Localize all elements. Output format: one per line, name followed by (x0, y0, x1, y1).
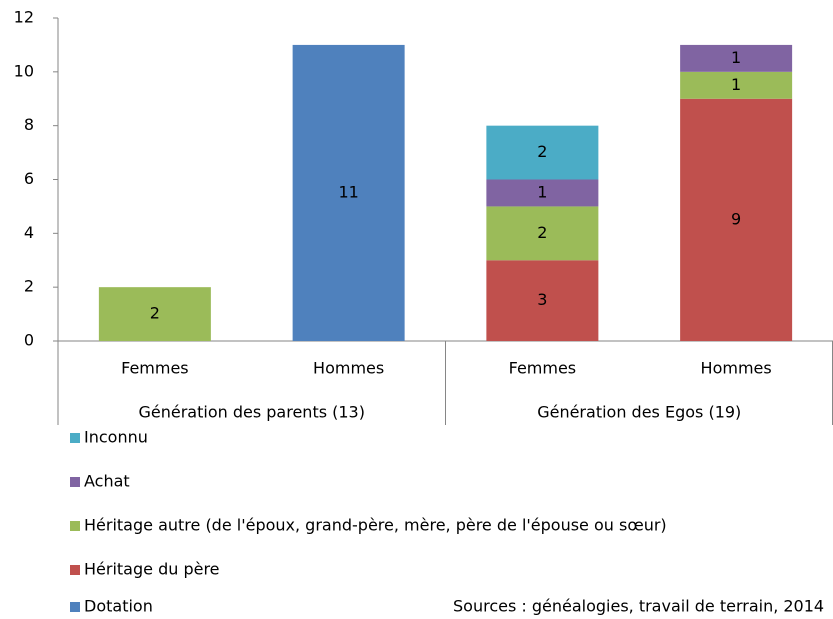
legend-swatch (70, 477, 80, 487)
bar-segment (486, 179, 599, 207)
data-label: 11 (338, 182, 358, 201)
bar-segment (680, 71, 793, 99)
x-tick-label: Femmes (509, 359, 577, 378)
y-tick-label: 10 (14, 61, 34, 80)
y-tick-label: 4 (24, 223, 34, 242)
y-tick-label: 0 (24, 331, 34, 350)
data-label: 9 (731, 209, 741, 228)
y-tick-label: 6 (24, 169, 34, 188)
y-tick-label: 2 (24, 277, 34, 296)
x-tick-label: Hommes (313, 359, 384, 378)
x-tick-label: Hommes (701, 359, 772, 378)
legend-label: Dotation (84, 597, 153, 616)
legend-swatch (70, 521, 80, 531)
data-label: 2 (150, 304, 160, 323)
data-label: 3 (537, 290, 547, 309)
legend-label: Héritage du père (84, 560, 220, 579)
legend-label: Héritage autre (de l'époux, grand-père, … (84, 516, 667, 535)
x-tick-label: Femmes (121, 359, 189, 378)
group-label: Génération des parents (13) (139, 403, 365, 422)
bar-segment (486, 206, 599, 261)
y-tick-label: 12 (14, 8, 34, 27)
source-note: Sources : généalogies, travail de terrai… (453, 597, 824, 616)
legend-swatch (70, 565, 80, 575)
legend-label: Achat (84, 472, 130, 491)
legend-swatch (70, 602, 80, 612)
legend-swatch (70, 433, 80, 443)
data-label: 1 (731, 75, 741, 94)
group-label: Génération des Egos (19) (537, 403, 741, 422)
bar-segment (680, 98, 793, 341)
bar-segment (98, 287, 211, 341)
data-label: 1 (731, 48, 741, 67)
y-tick-label: 8 (24, 115, 34, 134)
bar-segment (680, 44, 793, 72)
legend-label: Inconnu (84, 428, 148, 447)
bar-segment (292, 44, 405, 342)
data-label: 2 (537, 223, 547, 242)
data-label: 2 (537, 142, 547, 161)
data-label: 1 (537, 182, 547, 201)
bar-segment (486, 260, 599, 341)
bar-segment (486, 125, 599, 180)
